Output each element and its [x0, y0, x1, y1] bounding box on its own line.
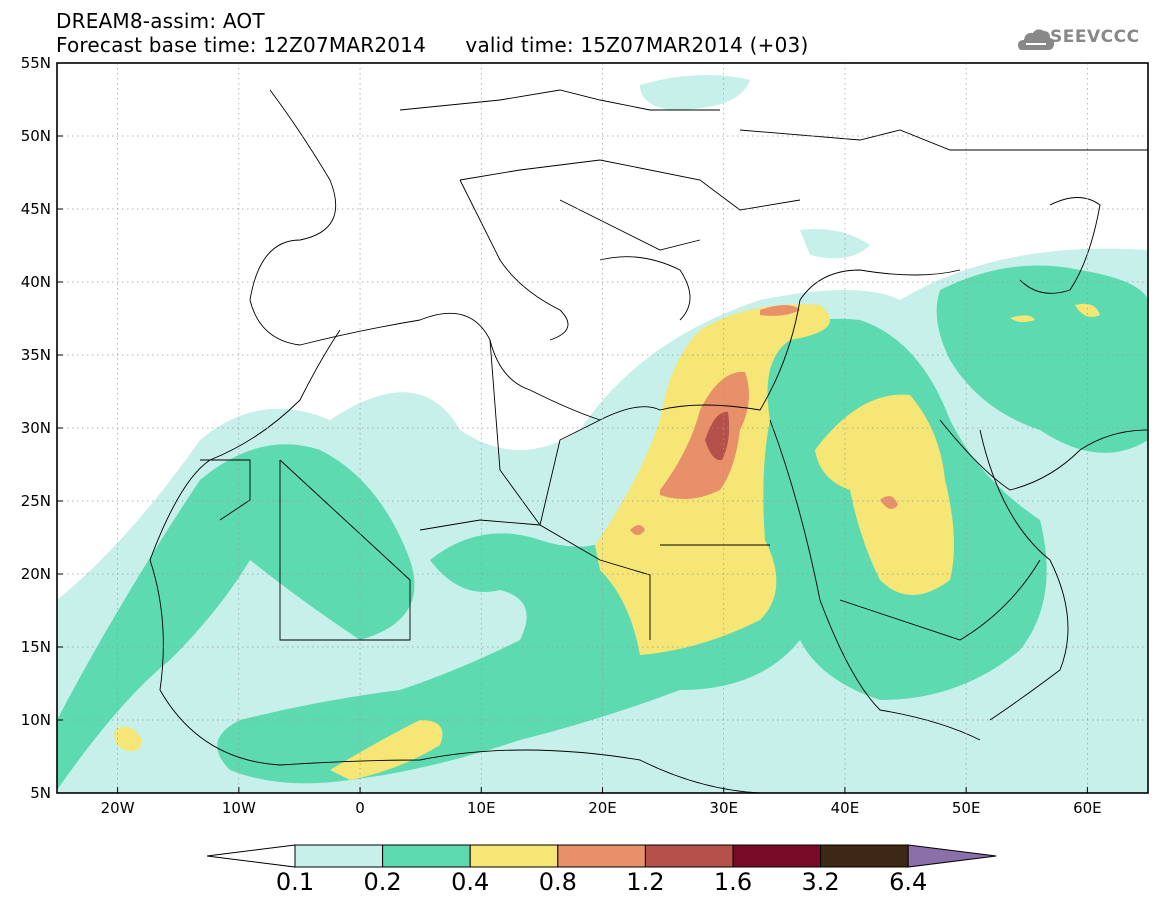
colorbar-swatch	[644, 844, 734, 868]
map-title: DREAM8-assim: AOT	[56, 9, 265, 33]
lat-tick-label: 20N	[21, 565, 51, 583]
colorbar-swatch	[382, 844, 471, 868]
lon-tick-label: 20E	[588, 799, 617, 817]
colorbar-label: 6.4	[889, 868, 928, 896]
colorbar-label: 0.4	[451, 868, 490, 896]
base-time: Forecast base time: 12Z07MAR2014	[56, 33, 427, 57]
lat-tick-label: 25N	[21, 492, 51, 510]
colorbar-swatch	[469, 844, 559, 868]
lon-tick-label: 20W	[101, 799, 135, 817]
logo-text: SEEVCCC	[1050, 27, 1140, 47]
lat-tick-label: 10N	[21, 711, 51, 729]
colorbar-label: 3.2	[801, 868, 840, 896]
colorbar-label: 0.2	[363, 868, 402, 896]
cloud-icon	[1018, 29, 1055, 50]
colorbar-swatch	[557, 844, 646, 868]
lon-tick-label: 60E	[1073, 799, 1102, 817]
lon-tick-label: 40E	[831, 799, 860, 817]
colorbar-label: 0.8	[538, 868, 577, 896]
lat-tick-label: 55N	[21, 54, 51, 72]
colorbar-swatch	[732, 844, 822, 868]
valid-time: valid time: 15Z07MAR2014 (+03)	[465, 33, 809, 57]
graticule	[57, 63, 1148, 793]
lon-tick-label: 10W	[222, 799, 256, 817]
latitude-labels: 55N 50N 45N 40N 35N 30N 25N 20N 15N 10N 5N	[21, 54, 63, 802]
forecast-times: Forecast base time: 12Z07MAR2014 valid t…	[56, 34, 808, 56]
colorbar-over-arrow	[907, 844, 997, 868]
lat-tick-label: 15N	[21, 638, 51, 656]
lon-tick-label: 0	[355, 799, 365, 817]
longitude-labels: 20W 10W 0 10E 20E 30E 40E 50E 60E	[101, 787, 1102, 817]
colorbar-label: 0.1	[275, 868, 315, 896]
colorbar-label: 1.2	[626, 868, 665, 896]
lat-tick-label: 30N	[21, 419, 51, 437]
lat-tick-label: 50N	[21, 127, 51, 145]
lat-tick-label: 35N	[21, 346, 51, 364]
lat-tick-label: 45N	[21, 200, 51, 218]
aot-field	[57, 75, 1148, 793]
colorbar-label: 1.6	[713, 868, 753, 896]
lon-tick-label: 30E	[709, 799, 738, 817]
lon-tick-label: 10E	[467, 799, 496, 817]
colorbar	[206, 844, 997, 868]
lat-tick-label: 40N	[21, 273, 51, 291]
colorbar-swatch	[294, 844, 384, 868]
colorbar-under-arrow	[206, 844, 296, 868]
lon-tick-label: 50E	[952, 799, 981, 817]
colorbar-swatch	[820, 844, 909, 868]
lat-tick-label: 5N	[30, 784, 51, 802]
